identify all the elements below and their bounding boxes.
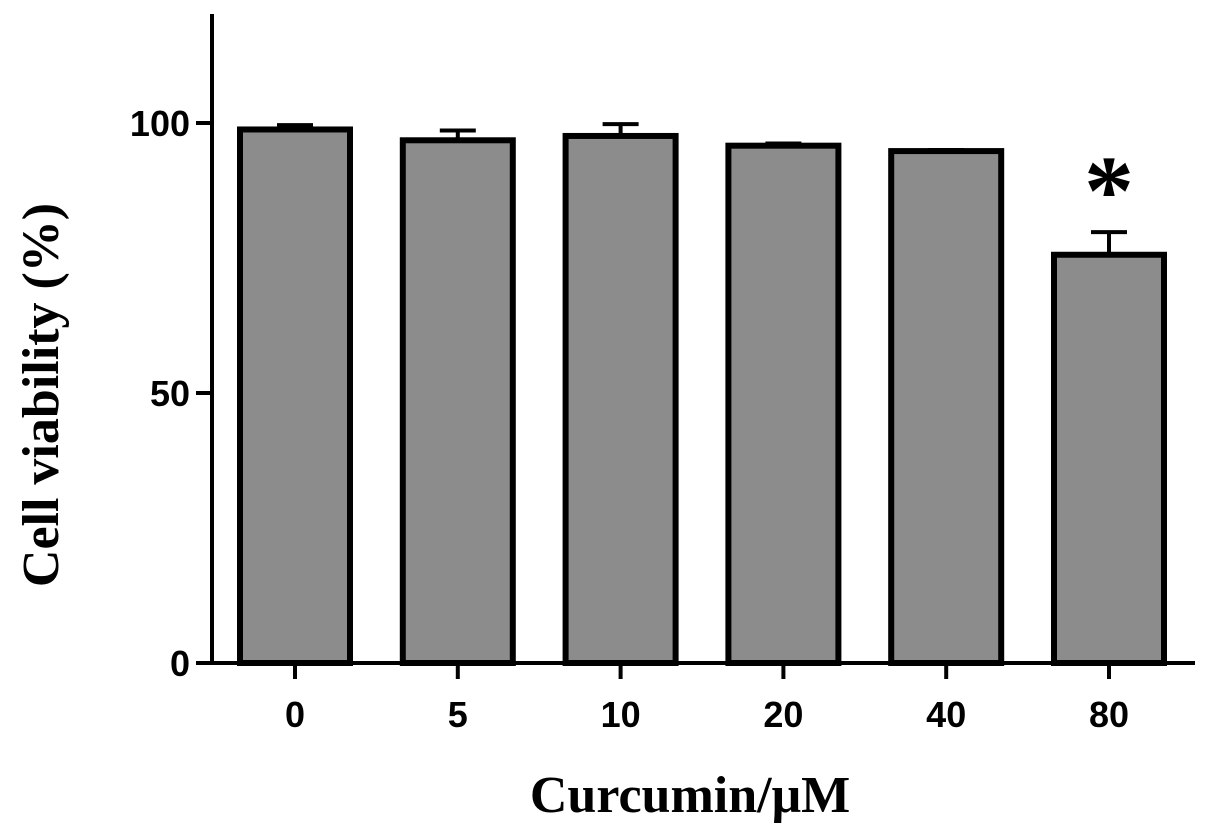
x-ticks: 0 5 10 20 40 80: [285, 663, 1129, 735]
bar-10: [566, 136, 676, 663]
y-ticks: 0 50 100: [130, 103, 212, 684]
y-axis-title: Cell viability (%): [13, 203, 70, 587]
y-tick-label-100: 100: [130, 103, 190, 144]
x-tick-label-40: 40: [926, 694, 966, 735]
error-bar-40: [928, 150, 964, 151]
error-bar-20: [765, 144, 801, 146]
bar-40: [891, 151, 1001, 663]
bar-5: [403, 140, 513, 663]
x-tick-label-5: 5: [448, 694, 468, 735]
significance-marker: *: [1084, 135, 1134, 246]
y-tick-label-0: 0: [170, 643, 190, 684]
annotations: *: [1084, 135, 1134, 246]
bars-layer: [240, 129, 1164, 663]
x-tick-label-10: 10: [601, 694, 641, 735]
x-tick-label-20: 20: [763, 694, 803, 735]
x-tick-label-80: 80: [1089, 694, 1129, 735]
bar-80: [1054, 255, 1164, 663]
x-tick-label-0: 0: [285, 694, 305, 735]
x-axis-title: Curcumin/μM: [530, 767, 850, 824]
bar-20: [728, 146, 838, 663]
bar-0: [240, 129, 350, 663]
y-tick-label-50: 50: [150, 373, 190, 414]
